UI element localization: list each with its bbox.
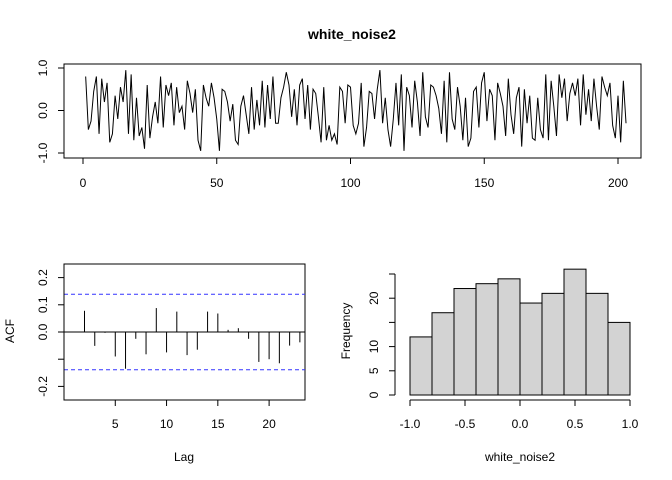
histogram-x-tick-label: 0.5 bbox=[567, 417, 584, 431]
acf-y-tick-label: 0.2 bbox=[36, 269, 50, 286]
timeseries-x-tick-label: 100 bbox=[340, 176, 360, 190]
histogram-y-tick-label: 10 bbox=[367, 340, 381, 354]
acf-x-tick-label: 20 bbox=[262, 417, 276, 431]
histogram-y-tick-label: 20 bbox=[367, 291, 381, 305]
acf-y-tick-label: -0.2 bbox=[36, 376, 50, 397]
timeseries-y-axis: -1.0 0.0 1.0 bbox=[36, 59, 65, 163]
acf-panel: 5 10 15 20 -0.2 0.0 0.1 0.2 Lag ACF bbox=[3, 263, 306, 464]
histogram-bar bbox=[453, 288, 477, 396]
acf-x-tick-label: 10 bbox=[160, 417, 174, 431]
histogram-bars bbox=[409, 268, 631, 396]
histogram-bar bbox=[563, 268, 587, 396]
timeseries-x-tick-label: 150 bbox=[474, 176, 494, 190]
histogram-x-tick-label: -0.5 bbox=[455, 417, 476, 431]
acf-y-tick-label: 0.1 bbox=[36, 296, 50, 313]
histogram-x-label: white_noise2 bbox=[484, 450, 555, 464]
timeseries-panel: white_noise2 0 50 100 150 200 -1.0 0.0 1.0 bbox=[36, 26, 642, 190]
histogram-bar bbox=[497, 278, 521, 396]
histogram-x-tick-label: 1.0 bbox=[622, 417, 639, 431]
acf-bars bbox=[64, 308, 305, 369]
acf-x-label: Lag bbox=[174, 450, 194, 464]
timeseries-x-axis: 0 50 100 150 200 bbox=[80, 157, 628, 190]
timeseries-y-tick-label: 0.0 bbox=[36, 102, 50, 119]
histogram-bar bbox=[409, 336, 433, 396]
histogram-bar bbox=[519, 302, 543, 396]
acf-y-label: ACF bbox=[3, 319, 17, 343]
histogram-bar bbox=[541, 292, 565, 396]
timeseries-title: white_noise2 bbox=[307, 26, 396, 42]
acf-x-tick-label: 15 bbox=[211, 417, 225, 431]
histogram-x-tick-label: 0.0 bbox=[512, 417, 529, 431]
histogram-x-axis: -1.0 -0.5 0.0 0.5 1.0 bbox=[400, 399, 639, 431]
acf-y-tick-label: 0.0 bbox=[36, 323, 50, 340]
histogram-bar bbox=[585, 292, 609, 396]
histogram-y-label: Frequency bbox=[339, 303, 353, 360]
histogram-y-axis: 0 5 10 20 bbox=[367, 273, 396, 398]
histogram-bar bbox=[607, 321, 631, 396]
acf-confidence-lines bbox=[64, 293, 305, 371]
histogram-panel: -1.0 -0.5 0.0 0.5 1.0 0 5 10 20 white_noise2 Fr… bbox=[339, 268, 639, 464]
histogram-x-tick-label: -1.0 bbox=[400, 417, 421, 431]
timeseries-x-tick-label: 200 bbox=[608, 176, 628, 190]
acf-x-tick-label: 5 bbox=[112, 417, 119, 431]
histogram-bar bbox=[431, 312, 455, 396]
timeseries-line bbox=[85, 70, 627, 152]
histogram-y-tick-label: 0 bbox=[367, 391, 381, 398]
histogram-bar bbox=[475, 283, 499, 396]
timeseries-y-tick-label: -1.0 bbox=[36, 142, 50, 163]
acf-x-axis: 5 10 15 20 bbox=[112, 399, 276, 431]
timeseries-x-tick-label: 50 bbox=[210, 176, 224, 190]
acf-y-axis: -0.2 0.0 0.1 0.2 bbox=[36, 269, 65, 397]
timeseries-y-tick-label: 1.0 bbox=[36, 59, 50, 76]
histogram-y-tick-label: 5 bbox=[367, 367, 381, 374]
timeseries-x-tick-label: 0 bbox=[80, 176, 87, 190]
